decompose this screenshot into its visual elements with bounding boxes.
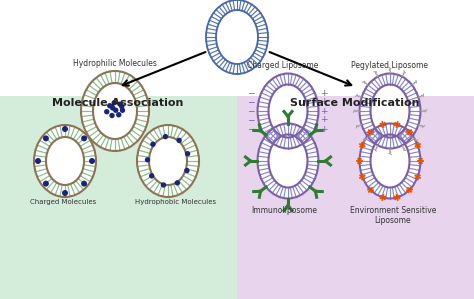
Circle shape <box>81 135 87 141</box>
Text: +: + <box>320 124 328 133</box>
Text: +: + <box>320 89 328 97</box>
Circle shape <box>163 134 168 139</box>
Ellipse shape <box>205 0 269 75</box>
Circle shape <box>62 190 68 196</box>
Circle shape <box>161 182 166 188</box>
Circle shape <box>104 109 109 115</box>
Circle shape <box>89 158 95 164</box>
Text: −: − <box>247 124 255 133</box>
Circle shape <box>119 104 125 109</box>
Text: +: + <box>320 106 328 115</box>
Text: Environment Sensitive
Liposome: Environment Sensitive Liposome <box>350 206 436 225</box>
Text: Hydrophobic Molecules: Hydrophobic Molecules <box>136 199 217 205</box>
Bar <box>0 96 237 299</box>
Text: Charged Molecules: Charged Molecules <box>30 199 96 205</box>
Bar <box>237 96 474 299</box>
Circle shape <box>35 158 41 164</box>
Circle shape <box>81 181 87 187</box>
Ellipse shape <box>80 70 150 152</box>
Circle shape <box>145 157 150 162</box>
Text: +: + <box>320 115 328 124</box>
Ellipse shape <box>358 72 421 150</box>
Ellipse shape <box>358 123 421 199</box>
Circle shape <box>118 102 123 107</box>
Circle shape <box>43 135 49 141</box>
Text: +: + <box>320 97 328 106</box>
Circle shape <box>43 181 49 187</box>
Text: Pegylated Liposome: Pegylated Liposome <box>352 61 428 70</box>
Ellipse shape <box>256 123 319 199</box>
Text: Hydrophilic Molecules: Hydrophilic Molecules <box>73 59 157 68</box>
Circle shape <box>116 112 121 118</box>
Text: −: − <box>247 115 255 124</box>
Circle shape <box>109 113 115 118</box>
Text: Immunoliposome: Immunoliposome <box>251 206 317 215</box>
Text: Molecule Association: Molecule Association <box>52 98 184 108</box>
Circle shape <box>174 180 180 186</box>
Circle shape <box>110 105 116 111</box>
Text: −: − <box>247 106 255 115</box>
Text: −: − <box>247 97 255 106</box>
Circle shape <box>107 103 112 109</box>
Circle shape <box>120 108 125 113</box>
Text: Surface Modification: Surface Modification <box>290 98 420 108</box>
Circle shape <box>185 151 190 156</box>
Circle shape <box>62 126 68 132</box>
Circle shape <box>150 142 155 147</box>
Text: −: − <box>247 89 255 97</box>
Circle shape <box>149 173 155 179</box>
Circle shape <box>111 100 117 106</box>
Ellipse shape <box>33 124 97 198</box>
Ellipse shape <box>256 72 319 150</box>
Circle shape <box>113 108 118 113</box>
Ellipse shape <box>136 124 200 198</box>
Text: Charged Liposome: Charged Liposome <box>247 61 319 70</box>
Circle shape <box>176 138 182 143</box>
Circle shape <box>184 168 190 173</box>
